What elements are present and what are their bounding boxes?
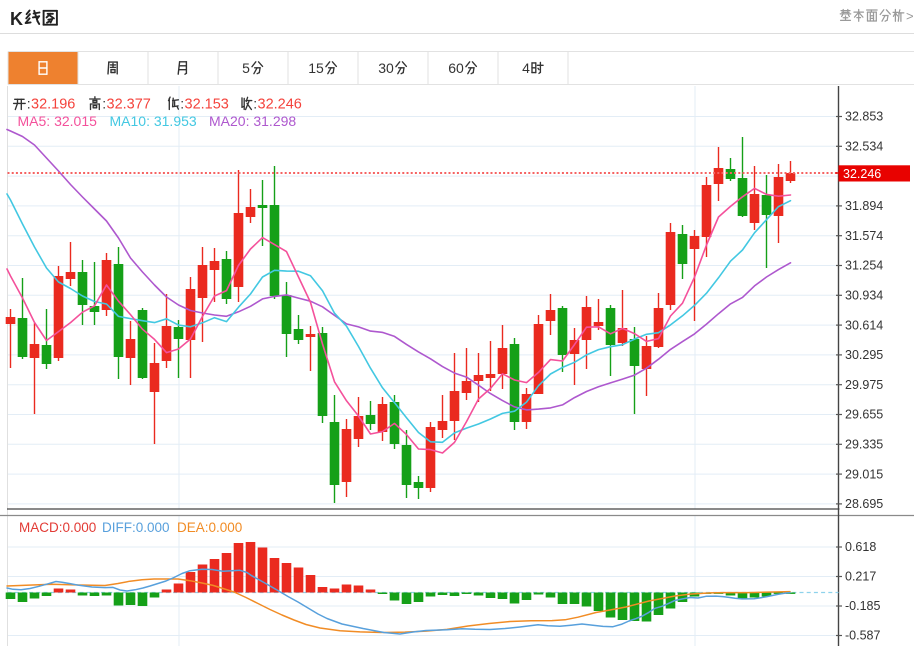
svg-text:28.695: 28.695 (845, 497, 883, 511)
svg-text::: : (27, 96, 31, 112)
svg-text:31.574: 31.574 (845, 229, 883, 243)
svg-text:30.295: 30.295 (845, 348, 883, 362)
svg-text:30: 30 (378, 60, 394, 76)
svg-text:MA20: 31.298: MA20: 31.298 (209, 113, 296, 129)
svg-text:30.614: 30.614 (845, 318, 883, 332)
svg-text:32.377: 32.377 (107, 97, 151, 113)
svg-text:32.853: 32.853 (845, 110, 883, 124)
svg-text:32.534: 32.534 (845, 140, 883, 154)
svg-text:29.015: 29.015 (845, 467, 883, 481)
svg-text:31.894: 31.894 (845, 199, 883, 213)
svg-text:>: > (906, 9, 914, 24)
svg-text:15: 15 (308, 60, 324, 76)
svg-text:DEA:0.000: DEA:0.000 (177, 520, 242, 535)
svg-text:0.618: 0.618 (845, 540, 876, 554)
svg-text:K: K (10, 9, 23, 29)
svg-text:0.217: 0.217 (845, 570, 876, 584)
svg-text:4: 4 (522, 60, 530, 76)
svg-text:32.153: 32.153 (185, 97, 229, 113)
svg-text:29.335: 29.335 (845, 438, 883, 452)
svg-text::: : (102, 96, 106, 112)
svg-text::: : (253, 96, 257, 112)
svg-text:29.975: 29.975 (845, 378, 883, 392)
svg-text:32.246: 32.246 (843, 167, 881, 181)
svg-text:MA10: 31.953: MA10: 31.953 (110, 113, 197, 129)
svg-text::: : (180, 96, 184, 112)
svg-text:MACD:0.000: MACD:0.000 (19, 520, 96, 535)
svg-text:32.246: 32.246 (258, 97, 302, 113)
svg-text:5: 5 (242, 60, 250, 76)
svg-text:-0.185: -0.185 (845, 599, 880, 613)
svg-text:DIFF:0.000: DIFF:0.000 (102, 520, 170, 535)
svg-text:-0.587: -0.587 (845, 629, 880, 643)
svg-text:30.934: 30.934 (845, 289, 883, 303)
svg-text:60: 60 (448, 60, 464, 76)
svg-text:31.254: 31.254 (845, 259, 883, 273)
svg-text:MA5: 32.015: MA5: 32.015 (18, 113, 98, 129)
svg-text:32.196: 32.196 (31, 97, 75, 113)
svg-text:29.655: 29.655 (845, 408, 883, 422)
